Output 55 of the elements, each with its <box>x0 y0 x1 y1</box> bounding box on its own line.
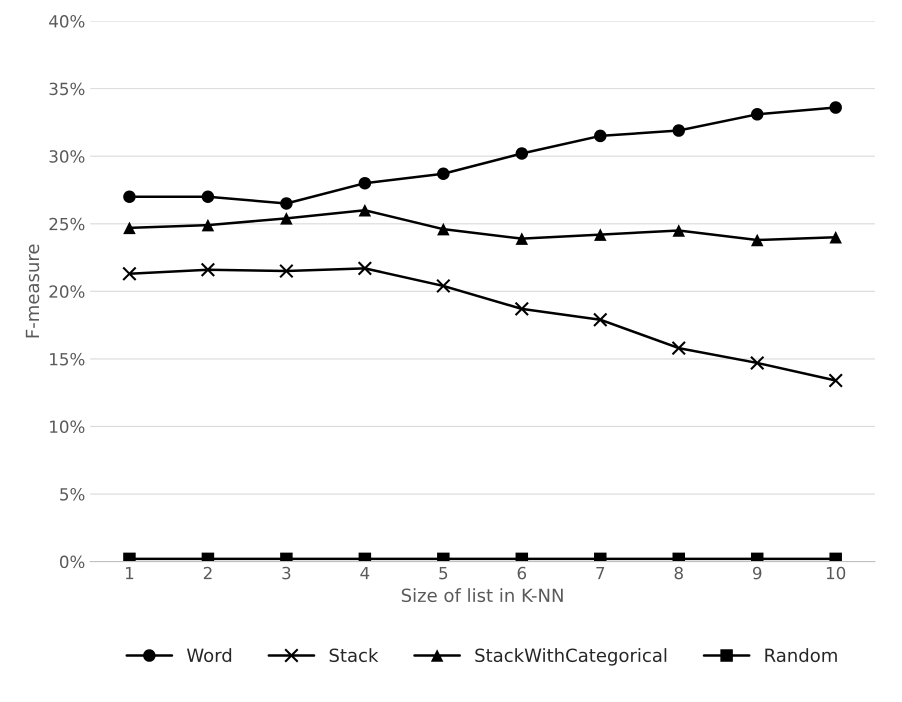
point <box>122 266 137 282</box>
point <box>200 262 216 278</box>
point <box>750 108 764 121</box>
point <box>672 224 686 237</box>
point <box>437 168 450 180</box>
point <box>123 190 136 203</box>
x-tick-label: 5 <box>439 566 448 580</box>
point <box>279 264 294 278</box>
x-tick-label: 7 <box>596 566 604 580</box>
point <box>358 176 372 190</box>
legend-label: Word <box>186 648 232 662</box>
point <box>594 228 607 241</box>
x-tick-label: 1 <box>126 566 134 580</box>
point <box>202 218 214 232</box>
point <box>594 130 607 142</box>
x-tick-label: 8 <box>674 566 683 580</box>
legend-label: Stack <box>330 648 378 662</box>
point <box>514 302 530 316</box>
point <box>750 234 764 246</box>
x-tick-label: 2 <box>204 566 212 580</box>
y-tick-label: 15% <box>50 352 84 366</box>
legend-label: Random <box>765 648 837 662</box>
x-axis-title: Size of list in K-NN <box>402 588 563 602</box>
y-tick-label: 10% <box>50 420 84 434</box>
point <box>829 231 842 244</box>
point <box>437 222 450 236</box>
point <box>750 356 765 370</box>
point <box>358 204 372 216</box>
point <box>202 190 214 203</box>
point <box>516 147 528 160</box>
x-tick-label: 3 <box>282 566 290 580</box>
legend-label: StackWithCategorical <box>475 648 666 666</box>
point <box>358 261 372 276</box>
y-tick-label: 25% <box>50 218 84 230</box>
point <box>516 232 528 245</box>
point <box>828 373 843 388</box>
x-tick-label: 9 <box>752 566 762 580</box>
y-tick-label: 30% <box>50 150 84 163</box>
y-axis-title: F-measure <box>26 244 40 338</box>
y-tick-label: 20% <box>50 285 84 298</box>
y-tick-label: 40% <box>49 15 84 28</box>
point <box>280 197 293 210</box>
point <box>123 222 136 234</box>
point <box>592 312 608 328</box>
y-tick-label: 35% <box>50 82 84 96</box>
point <box>280 212 293 225</box>
y-tick-label: 5% <box>60 488 84 501</box>
point <box>829 101 842 114</box>
point <box>671 340 686 356</box>
x-tick-label: 6 <box>518 566 526 580</box>
x-tick-label: 4 <box>360 566 370 580</box>
y-tick-label: 0% <box>60 556 84 568</box>
x-tick-label: 10 <box>826 566 846 580</box>
point <box>672 124 686 137</box>
point <box>436 278 451 294</box>
